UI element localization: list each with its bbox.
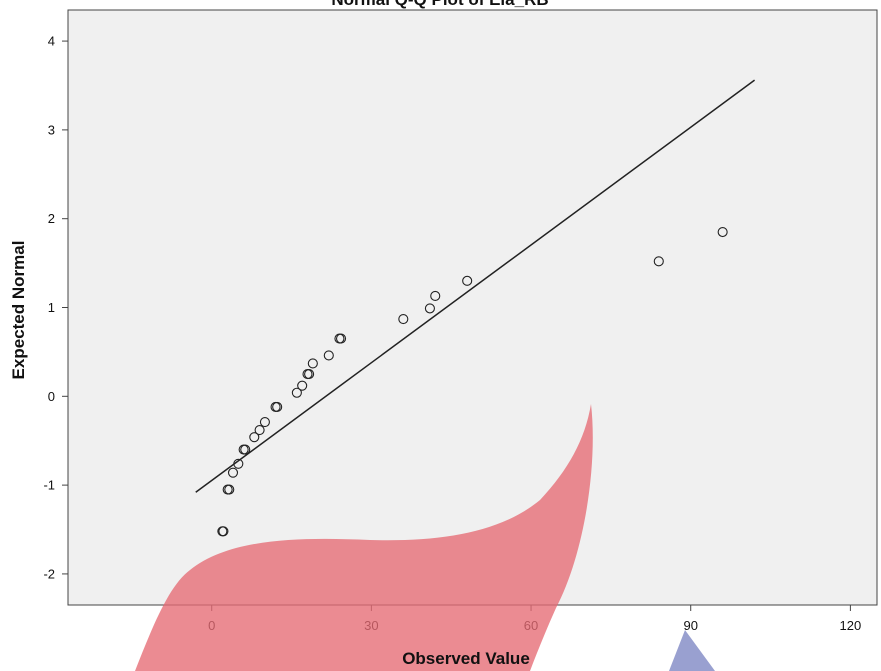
scatter-point xyxy=(717,226,728,238)
scatter-point xyxy=(291,387,302,398)
scatter-point xyxy=(224,484,235,495)
y-tick-label: -1 xyxy=(43,478,55,493)
scatter-point xyxy=(233,458,244,469)
reference-line-layer xyxy=(195,79,756,493)
scatter-point xyxy=(398,313,409,325)
scatter-point xyxy=(307,358,318,369)
scatter-point xyxy=(218,526,229,537)
red-decorative-shape xyxy=(135,404,593,671)
scatter-point xyxy=(323,350,334,361)
y-axis-title: Expected Normal xyxy=(9,241,28,380)
scatter-point xyxy=(424,303,435,314)
scatter-point xyxy=(297,380,308,391)
scatter-point xyxy=(304,369,315,380)
x-tick-label: 90 xyxy=(683,618,697,633)
scatter-point xyxy=(653,256,664,267)
scatter-point xyxy=(259,417,270,428)
y-tick-label: 1 xyxy=(48,300,55,315)
blue-decorative-shape xyxy=(669,630,715,671)
scatter-point xyxy=(462,275,473,286)
scatter-point xyxy=(254,425,265,436)
scatter-points xyxy=(217,226,728,537)
y-tick-label: 0 xyxy=(48,389,55,404)
chart-title: Normal Q-Q Plot of Ela_RB xyxy=(331,0,548,9)
plot-area xyxy=(67,9,878,606)
x-tick-label: 120 xyxy=(840,618,862,633)
scatter-point xyxy=(227,467,239,478)
scatter-point xyxy=(249,432,260,443)
y-axis: -2 -1 0 1 2 3 4 xyxy=(43,34,68,581)
y-tick-label: 3 xyxy=(48,122,55,137)
scatter-point xyxy=(335,333,347,344)
scatter-point xyxy=(272,401,283,413)
reference-line xyxy=(195,79,756,493)
y-tick-label: 2 xyxy=(48,211,55,226)
y-tick-label: -2 xyxy=(43,566,55,581)
scatter-point xyxy=(240,444,251,455)
scatter-point xyxy=(430,290,441,302)
x-axis-title: Observed Value xyxy=(402,649,530,668)
y-tick-label: 4 xyxy=(48,34,55,49)
